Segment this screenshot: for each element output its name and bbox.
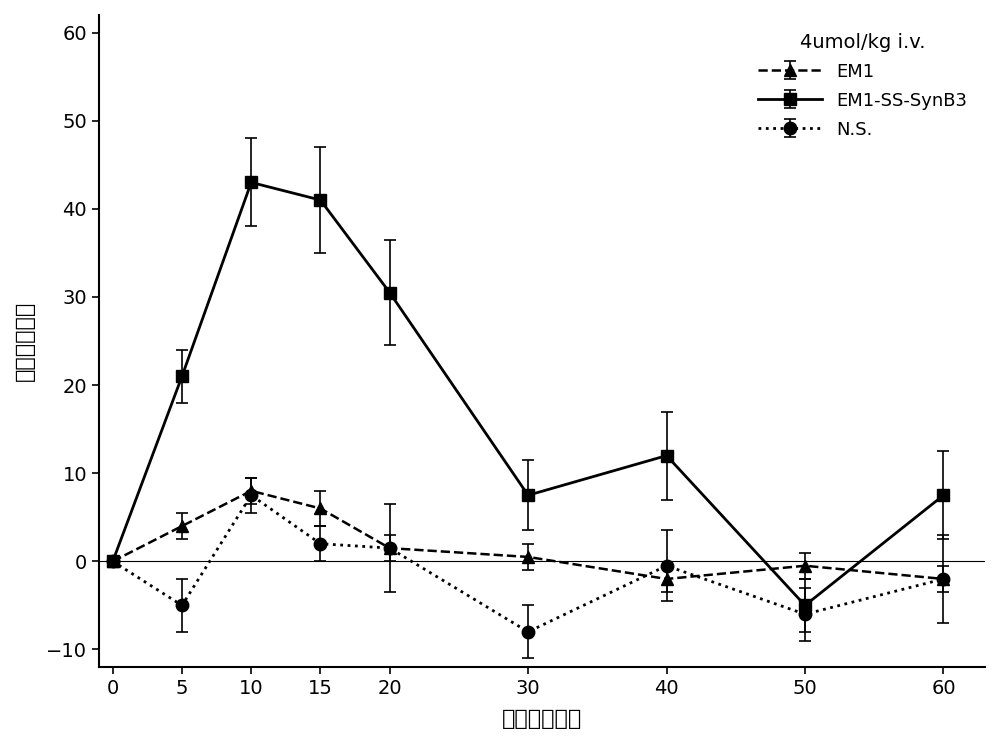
Legend: EM1, EM1-SS-SynB3, N.S.: EM1, EM1-SS-SynB3, N.S. xyxy=(749,24,976,148)
Y-axis label: 最大镇痛效应: 最大镇痛效应 xyxy=(15,301,35,381)
X-axis label: 时间（分钟）: 时间（分钟） xyxy=(502,709,582,729)
